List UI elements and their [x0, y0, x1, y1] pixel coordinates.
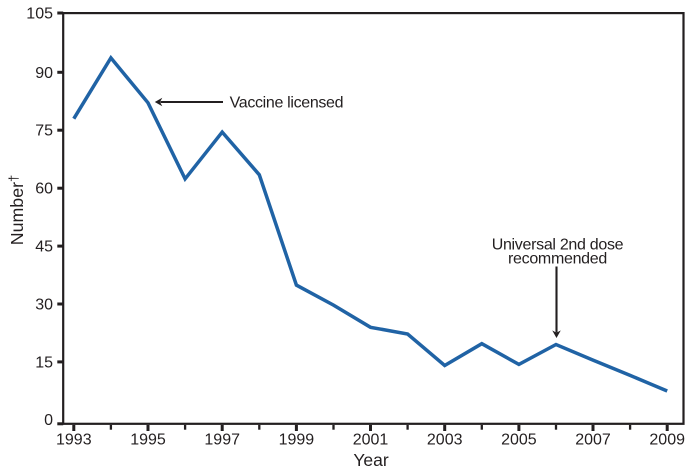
svg-text:15: 15 — [35, 354, 53, 371]
svg-text:2003: 2003 — [427, 432, 463, 449]
svg-text:1997: 1997 — [204, 432, 240, 449]
svg-text:105: 105 — [26, 6, 53, 23]
svg-text:45: 45 — [35, 239, 53, 256]
svg-text:2007: 2007 — [575, 432, 611, 449]
svg-text:30: 30 — [35, 297, 53, 314]
svg-text:Universal 2nd dose: Universal 2nd dose — [492, 236, 624, 253]
svg-text:2009: 2009 — [649, 432, 685, 449]
svg-text:75: 75 — [35, 123, 53, 140]
svg-text:Vaccine licensed: Vaccine licensed — [230, 94, 344, 111]
svg-text:1999: 1999 — [279, 432, 315, 449]
svg-text:Number†: Number† — [6, 175, 27, 245]
svg-text:recommended: recommended — [508, 250, 607, 267]
svg-text:1993: 1993 — [56, 432, 92, 449]
svg-text:90: 90 — [35, 65, 53, 82]
svg-text:0: 0 — [44, 412, 53, 429]
svg-text:2005: 2005 — [501, 432, 537, 449]
svg-text:Year: Year — [353, 450, 389, 468]
svg-text:2001: 2001 — [353, 432, 389, 449]
svg-text:60: 60 — [35, 181, 53, 198]
svg-text:1995: 1995 — [130, 432, 166, 449]
